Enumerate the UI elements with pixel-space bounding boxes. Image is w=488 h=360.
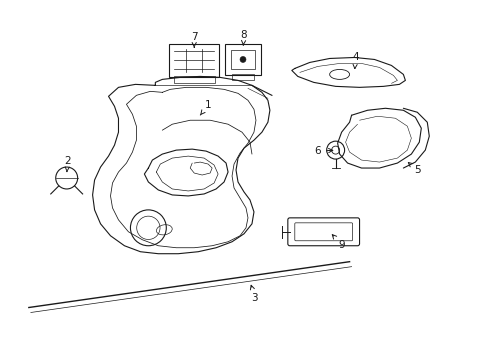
Text: 3: 3 xyxy=(250,285,258,302)
Text: 7: 7 xyxy=(190,32,197,47)
Text: 2: 2 xyxy=(64,156,71,172)
Circle shape xyxy=(240,57,245,62)
Text: 5: 5 xyxy=(407,163,420,175)
Text: 8: 8 xyxy=(240,30,247,45)
Text: 9: 9 xyxy=(332,235,344,250)
Text: 1: 1 xyxy=(200,100,211,115)
Text: 4: 4 xyxy=(351,53,358,69)
Text: 6: 6 xyxy=(314,146,332,156)
